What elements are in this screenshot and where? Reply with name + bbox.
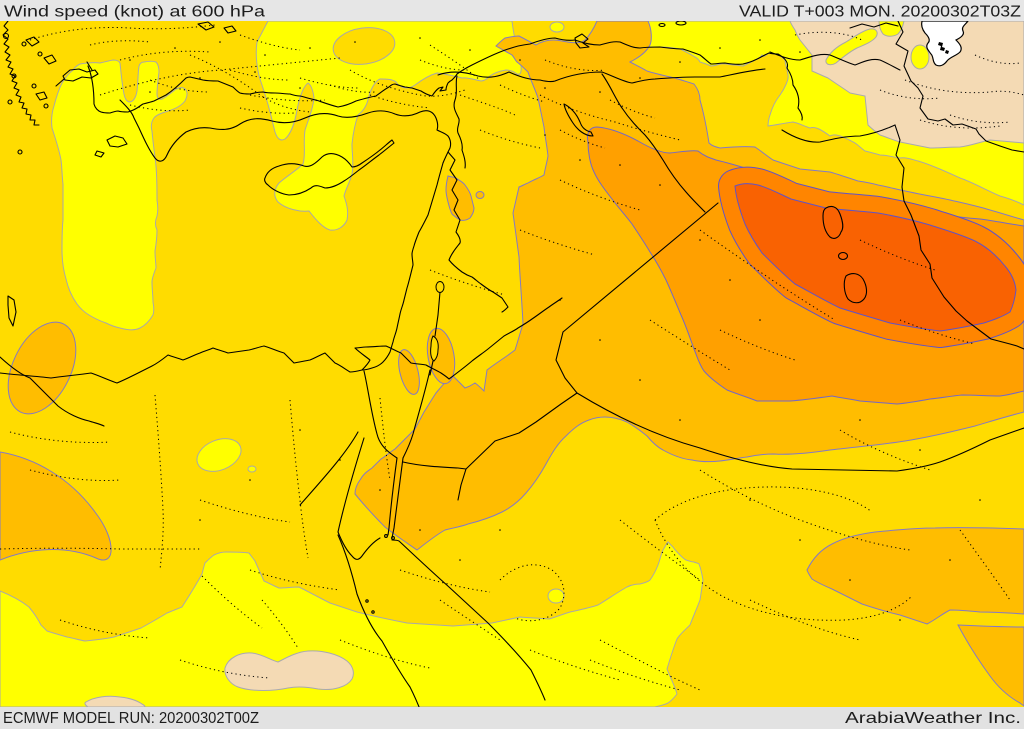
svg-text:VALID T+003 MON. 20200302T03Z: VALID T+003 MON. 20200302T03Z: [739, 4, 1021, 21]
svg-text:ArabiaWeather Inc.: ArabiaWeather Inc.: [845, 710, 1021, 727]
svg-text:Wind speed (knot) at 600 hPa: Wind speed (knot) at 600 hPa: [4, 4, 265, 21]
svg-text:ECMWF MODEL RUN: 20200302T00Z: ECMWF MODEL RUN: 20200302T00Z: [3, 710, 259, 727]
